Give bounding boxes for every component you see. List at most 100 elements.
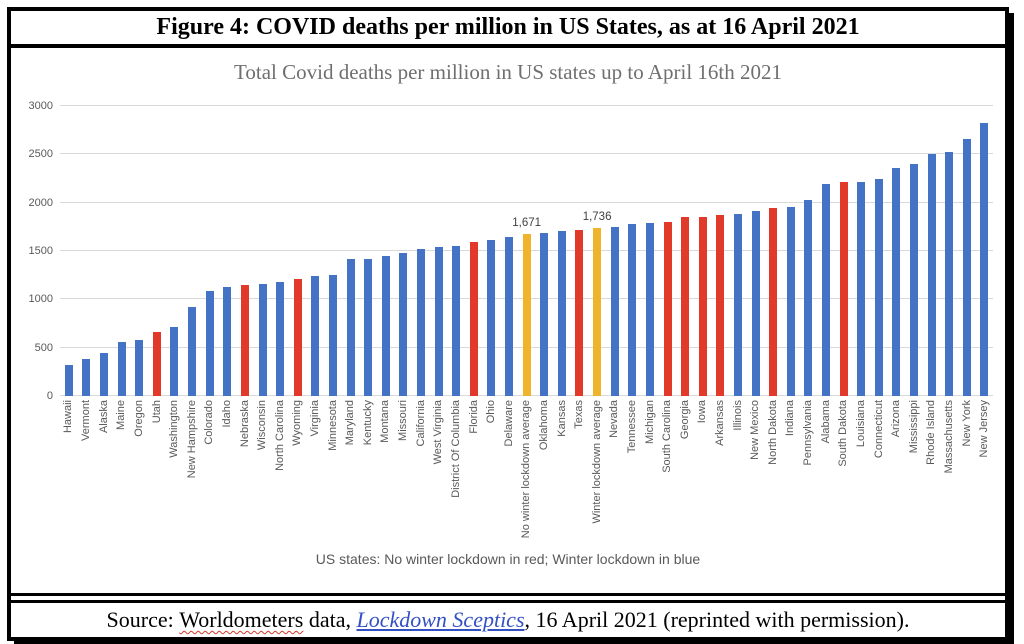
bar-pennsylvania	[804, 200, 813, 396]
x-axis-label: Oklahoma	[537, 400, 550, 451]
bar-oregon	[135, 339, 144, 396]
x-slot-oregon: Oregon	[130, 396, 148, 546]
bar-slot-maryland	[342, 106, 360, 396]
x-slot-indiana: Indiana	[782, 396, 800, 546]
x-axis-label: No winter lockdown average	[520, 400, 533, 539]
bar-slot-mississippi	[905, 106, 923, 396]
bar-wisconsin	[258, 283, 267, 396]
bar-vermont	[82, 358, 91, 396]
x-slot-louisiana: Louisiana	[852, 396, 870, 546]
x-axis-label: Minnesota	[326, 400, 339, 451]
x-axis-label: Washington	[168, 400, 181, 458]
x-slot-georgia: Georgia	[676, 396, 694, 546]
bar-slot-michigan	[641, 106, 659, 396]
lockdown-sceptics-link[interactable]: Lockdown Sceptics	[356, 607, 525, 632]
bar-slot-south-dakota	[835, 106, 853, 396]
bar-montana	[381, 256, 390, 396]
x-slot-south-dakota: South Dakota	[835, 396, 853, 546]
x-slot-arizona: Arizona	[888, 396, 906, 546]
bar-california	[416, 249, 425, 396]
bar-slot-idaho	[218, 106, 236, 396]
bar-new-york	[962, 138, 971, 396]
x-slot-nebraska: Nebraska	[236, 396, 254, 546]
bar-utah	[152, 331, 161, 396]
x-axis-label: Alabama	[819, 400, 832, 444]
x-axis-label: Montana	[379, 400, 392, 443]
bar-winter-lockdown-average	[593, 228, 602, 396]
x-slot-ohio: Ohio	[483, 396, 501, 546]
bar-nebraska	[240, 285, 249, 396]
x-slot-wyoming: Wyoming	[289, 396, 307, 546]
chart-area: Total Covid deaths per million in US sta…	[11, 48, 1005, 596]
bar-slot-connecticut	[870, 106, 888, 396]
source-line: Source: Worldometers data, Lockdown Scep…	[11, 600, 1005, 637]
source-prefix: Source:	[106, 607, 180, 632]
x-slot-nevada: Nevada	[606, 396, 624, 546]
bar-ohio	[487, 239, 496, 396]
source-middle: data,	[303, 607, 357, 632]
bar-colorado	[205, 291, 214, 396]
bar-slot-new-york	[958, 106, 976, 396]
bar-slot-pennsylvania	[800, 106, 818, 396]
x-slot-kentucky: Kentucky	[359, 396, 377, 546]
x-axis-label: Mississippi	[907, 400, 920, 454]
x-axis-label: New Jersey	[978, 400, 991, 458]
x-slot-new-hampshire: New Hampshire	[183, 396, 201, 546]
x-axis-label: Winter lockdown average	[590, 400, 603, 524]
bar-new-jersey	[980, 122, 989, 396]
bar-slot-washington	[166, 106, 184, 396]
x-slot-arkansas: Arkansas	[712, 396, 730, 546]
x-slot-minnesota: Minnesota	[324, 396, 342, 546]
bar-slot-texas	[571, 106, 589, 396]
bar-west-virginia	[434, 247, 443, 396]
bars-row: 1,671 1,736	[60, 106, 993, 396]
x-axis-label: Florida	[467, 400, 480, 434]
x-axis-label: Wisconsin	[256, 400, 269, 451]
x-axis-label: Utah	[150, 400, 163, 424]
x-slot-montana: Montana	[377, 396, 395, 546]
x-axis-label: Indiana	[784, 400, 797, 437]
x-axis-label: Michigan	[643, 400, 656, 445]
x-axis-label: Maine	[115, 400, 128, 430]
bar-kentucky	[364, 259, 373, 396]
bar-slot-ohio	[483, 106, 501, 396]
figure-title: Figure 4: COVID deaths per million in US…	[11, 11, 1005, 48]
bar-slot-arizona	[888, 106, 906, 396]
x-axis-label: Alaska	[97, 400, 110, 434]
x-slot-michigan: Michigan	[641, 396, 659, 546]
x-axis-label: New York	[960, 400, 973, 447]
x-axis-label: Arizona	[890, 400, 903, 438]
bar-slot-kentucky	[359, 106, 377, 396]
bar-arkansas	[716, 215, 725, 396]
bar-alaska	[100, 353, 109, 396]
y-axis-tick-label: 1000	[28, 293, 53, 306]
bar-slot-alaska	[95, 106, 113, 396]
bar-rhode-island	[927, 154, 936, 396]
bar-slot-wyoming	[289, 106, 307, 396]
bar-idaho	[223, 287, 232, 396]
x-slot-rhode-island: Rhode Island	[923, 396, 941, 546]
x-axis-label: Colorado	[203, 400, 216, 445]
x-axis-label: Vermont	[80, 400, 93, 441]
gridline	[60, 153, 993, 155]
bar-virginia	[311, 275, 320, 396]
bar-slot-utah	[148, 106, 166, 396]
x-axis-label: Louisiana	[854, 400, 867, 448]
bar-delaware	[505, 237, 514, 396]
bar-slot-rhode-island	[923, 106, 941, 396]
y-axis-tick-label: 2500	[28, 148, 53, 161]
bar-illinois	[733, 213, 742, 396]
x-slot-district-of-columbia: District Of Columbia	[447, 396, 465, 546]
x-axis-label: Iowa	[696, 400, 709, 424]
x-axis-label: Texas	[573, 400, 586, 429]
x-slot-iowa: Iowa	[694, 396, 712, 546]
x-slot-new-york: New York	[958, 396, 976, 546]
x-slot-north-carolina: North Carolina	[271, 396, 289, 546]
chart-title: Total Covid deaths per million in US sta…	[234, 60, 782, 84]
y-axis-tick-label: 1500	[28, 245, 53, 257]
bar-slot-nevada	[606, 106, 624, 396]
source-suffix: , 16 April 2021 (reprinted with permissi…	[524, 607, 910, 632]
x-axis-label: North Dakota	[766, 400, 779, 465]
x-slot-california: California	[412, 396, 430, 546]
bar-value-label-no-winter-lockdown-average: 1,671	[512, 217, 542, 230]
